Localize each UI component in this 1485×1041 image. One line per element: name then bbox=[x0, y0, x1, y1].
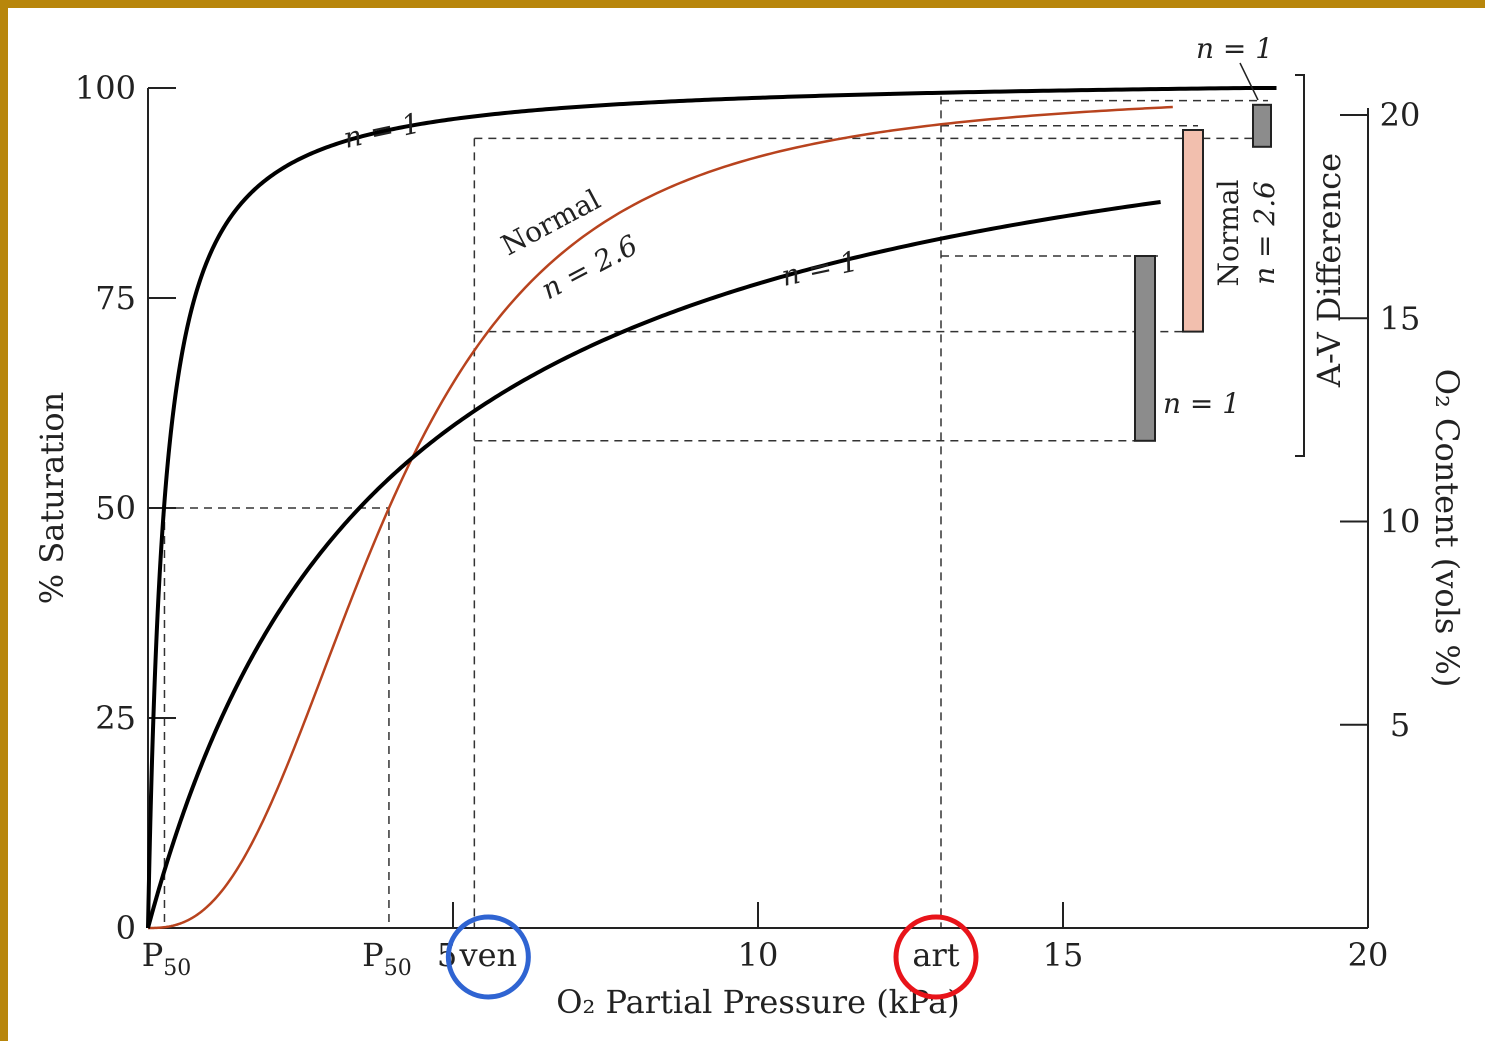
y2-tick-label: 20 bbox=[1380, 96, 1421, 134]
art-label: art bbox=[912, 936, 959, 974]
ven-label: ven bbox=[459, 936, 518, 974]
x-tick-label: 15 bbox=[1043, 936, 1084, 974]
curves bbox=[146, 86, 1277, 930]
series-line bbox=[148, 105, 1173, 930]
x-tick-label: 10 bbox=[738, 936, 779, 974]
ven-circle bbox=[445, 914, 531, 1000]
p50-label-left: P50 bbox=[142, 936, 192, 981]
bar-label-normal: Normal bbox=[1212, 179, 1245, 286]
x-tick-label: 20 bbox=[1348, 936, 1389, 974]
y-tick-label: 25 bbox=[95, 699, 136, 737]
curve-label-n1-top: n = 1 bbox=[341, 107, 423, 155]
bar-label-pointer bbox=[1239, 62, 1259, 101]
bar-label-n26: n = 2.6 bbox=[1248, 181, 1281, 285]
y-tick-label: 50 bbox=[95, 489, 136, 527]
av-difference-bars bbox=[1134, 62, 1305, 457]
y2-tick-label: 10 bbox=[1380, 503, 1421, 541]
series-line bbox=[146, 86, 1277, 928]
y-axis-title: % Saturation bbox=[33, 392, 71, 604]
y-tick-label: 75 bbox=[95, 279, 136, 317]
y2-tick-label: 15 bbox=[1380, 299, 1421, 337]
av-bracket bbox=[1295, 74, 1305, 457]
av-bar bbox=[1252, 103, 1272, 148]
chart-frame: 0 25 50 75 100 5 10 15 20 5 10 15 20 O₂ Partial Press… bbox=[8, 8, 1485, 1041]
y2-tick-label: 5 bbox=[1390, 706, 1410, 744]
curve-label-n1-bottom: n = 1 bbox=[779, 245, 861, 293]
p50-label-right: P50 bbox=[362, 936, 412, 981]
y-tick-label: 0 bbox=[116, 909, 136, 947]
dashed-guides bbox=[148, 96, 1268, 928]
av-bar bbox=[1134, 255, 1156, 442]
series-line bbox=[146, 199, 1161, 929]
art-circle bbox=[893, 914, 979, 1000]
x-axis-title: O₂ Partial Pressure (kPa) bbox=[556, 983, 959, 1021]
av-bar bbox=[1182, 129, 1204, 333]
bar-label-n1-bottom: n = 1 bbox=[1163, 387, 1240, 420]
y-tick-label: 100 bbox=[75, 69, 136, 107]
av-difference-label: A-V Difference bbox=[1310, 153, 1348, 388]
bar-label-n1-top: n = 1 bbox=[1196, 32, 1273, 65]
y2-axis-title: O₂ Content (vols %) bbox=[1428, 369, 1466, 688]
